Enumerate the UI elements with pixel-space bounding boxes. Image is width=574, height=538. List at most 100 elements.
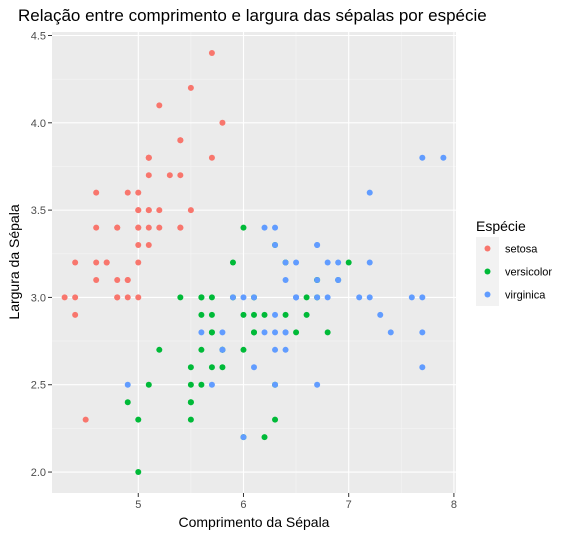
plot-panel (52, 32, 456, 493)
data-point-virginica (219, 346, 226, 353)
data-point-virginica (198, 329, 205, 336)
data-point-virginica (335, 276, 342, 283)
data-point-setosa (177, 224, 184, 231)
data-point-versicolor (208, 311, 215, 318)
data-point-virginica (240, 294, 247, 301)
data-point-versicolor (229, 259, 236, 266)
data-point-setosa (103, 259, 110, 266)
data-point-setosa (208, 154, 215, 161)
data-point-virginica (335, 259, 342, 266)
data-point-setosa (82, 416, 89, 423)
y-tick-label: 2.5 (31, 380, 46, 392)
data-point-virginica (272, 224, 279, 231)
data-point-setosa (177, 137, 184, 144)
data-point-setosa (219, 119, 226, 126)
data-point-virginica (272, 311, 279, 318)
data-point-virginica (208, 381, 215, 388)
data-point-setosa (156, 102, 163, 109)
data-point-setosa (187, 84, 194, 91)
data-point-setosa (72, 294, 79, 301)
data-point-versicolor (198, 346, 205, 353)
data-point-virginica (440, 154, 447, 161)
data-point-virginica (240, 434, 247, 441)
data-point-virginica (314, 242, 321, 249)
data-point-versicolor (198, 311, 205, 318)
y-axis: 2.0 2.5 3.0 3.5 4.0 4.5 (31, 30, 52, 479)
data-point-setosa (124, 294, 131, 301)
data-point-virginica (314, 381, 321, 388)
data-point-setosa (135, 242, 142, 249)
data-point-versicolor (198, 294, 205, 301)
x-tick-label: 7 (346, 499, 352, 511)
data-point-setosa (124, 276, 131, 283)
data-point-setosa (156, 224, 163, 231)
data-point-versicolor (156, 346, 163, 353)
data-point-versicolor (187, 416, 194, 423)
data-point-setosa (135, 294, 142, 301)
data-point-versicolor (293, 329, 300, 336)
data-point-setosa (135, 207, 142, 214)
data-point-setosa (145, 224, 152, 231)
data-point-virginica (282, 259, 289, 266)
data-point-versicolor (303, 294, 310, 301)
data-point-versicolor (187, 364, 194, 371)
data-point-setosa (93, 276, 100, 283)
data-point-versicolor (135, 469, 142, 476)
data-point-setosa (177, 172, 184, 179)
legend-label-versicolor: versicolor (505, 267, 552, 279)
data-point-versicolor (177, 294, 184, 301)
data-point-virginica (282, 329, 289, 336)
data-points (61, 49, 447, 476)
data-point-virginica (387, 329, 394, 336)
legend-marker-versicolor (484, 268, 491, 275)
data-point-virginica (419, 329, 426, 336)
x-tick-label: 6 (240, 499, 246, 511)
data-point-virginica (261, 329, 268, 336)
x-tick-label: 8 (451, 499, 457, 511)
data-point-virginica (272, 329, 279, 336)
data-point-versicolor (240, 311, 247, 318)
data-point-versicolor (145, 381, 152, 388)
data-point-virginica (314, 294, 321, 301)
data-point-versicolor (208, 364, 215, 371)
data-point-virginica (251, 364, 257, 371)
legend-marker-setosa (484, 245, 491, 252)
y-tick-label: 3.5 (31, 205, 46, 217)
data-point-versicolor (282, 311, 289, 318)
data-point-setosa (135, 189, 142, 196)
legend-title: Espécie (476, 218, 526, 234)
data-point-setosa (93, 189, 100, 196)
y-tick-label: 3.0 (31, 292, 46, 304)
grid-major (52, 32, 456, 493)
data-point-virginica (251, 294, 257, 301)
data-point-setosa (156, 207, 163, 214)
y-axis-title: Largura da Sépala (6, 204, 22, 319)
data-point-virginica (124, 381, 131, 388)
y-tick-label: 2.0 (31, 467, 46, 479)
grid-minor (52, 32, 456, 493)
data-point-virginica (293, 294, 300, 301)
data-point-versicolor (251, 311, 257, 318)
data-point-setosa (135, 259, 142, 266)
legend-marker-virginica (484, 291, 491, 298)
data-point-virginica (282, 276, 289, 283)
data-point-setosa (114, 294, 121, 301)
data-point-virginica (219, 329, 226, 336)
x-axis: 5 6 7 8 (135, 493, 457, 511)
data-point-versicolor (261, 311, 268, 318)
legend: Espécie setosa versicolor virginica (476, 218, 552, 306)
data-point-virginica (366, 259, 373, 266)
x-axis-title: Comprimento da Sépala (179, 514, 330, 530)
data-point-virginica (282, 346, 289, 353)
data-point-versicolor (261, 434, 268, 441)
data-point-setosa (145, 242, 152, 249)
data-point-virginica (261, 224, 268, 231)
data-point-setosa (166, 172, 173, 179)
data-point-virginica (408, 294, 415, 301)
data-point-setosa (145, 172, 152, 179)
data-point-versicolor (124, 399, 131, 406)
data-point-setosa (93, 224, 100, 231)
data-point-versicolor (240, 346, 247, 353)
data-point-virginica (272, 346, 279, 353)
data-point-virginica (293, 259, 300, 266)
